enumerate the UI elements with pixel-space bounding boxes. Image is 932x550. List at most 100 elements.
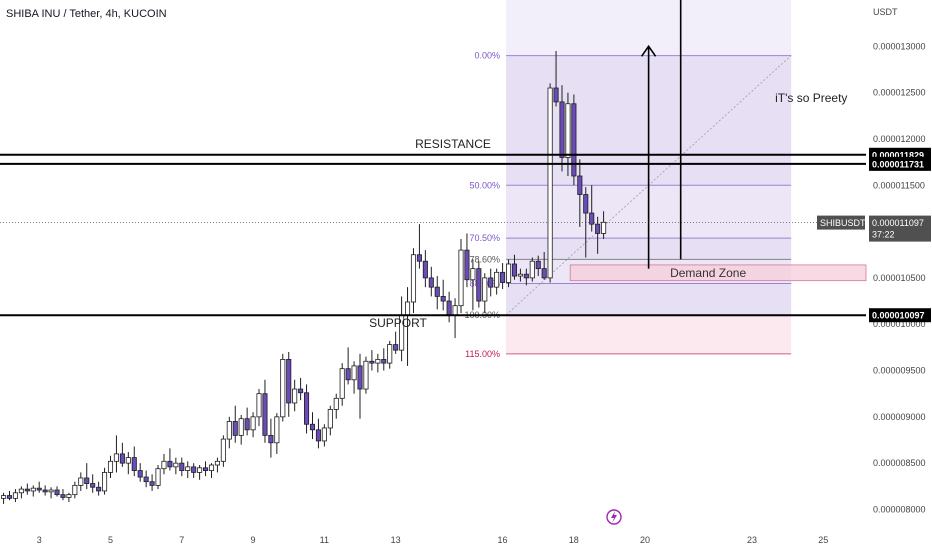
candle [298, 377, 304, 401]
candle-body [464, 249, 470, 281]
candle-body [203, 467, 209, 471]
fib-zone [506, 314, 792, 354]
candle-body [6, 495, 13, 499]
candle [476, 261, 482, 308]
candle-body [113, 453, 119, 462]
candle [505, 259, 512, 288]
level-price-tag-text: 0.000010097 [872, 311, 925, 321]
candle [179, 457, 185, 477]
candle [250, 412, 256, 438]
time-tick-label: 16 [497, 535, 507, 545]
candle [173, 457, 179, 475]
price-tick-label: 0.000009000 [873, 412, 926, 422]
candle [434, 276, 440, 310]
candle-body [523, 273, 529, 279]
candle [309, 412, 316, 440]
candle-body [416, 254, 422, 262]
candle-body [220, 438, 226, 462]
candle-body [48, 489, 54, 493]
candle [357, 353, 363, 419]
candle-body [36, 487, 42, 491]
candle [280, 353, 286, 422]
candle [327, 405, 333, 436]
candle [131, 446, 137, 477]
candle-body [30, 487, 36, 492]
time-tick-label: 9 [251, 535, 256, 545]
demand-zone[interactable]: Demand Zone [569, 264, 867, 282]
candle-body [256, 393, 262, 418]
candle-body [102, 472, 108, 492]
candle-body [422, 260, 428, 279]
arrow-head [640, 44, 657, 57]
candle-body [351, 365, 357, 381]
candle-body [143, 476, 149, 483]
symbol-tag-text: SHIBUSDT [820, 218, 866, 228]
candle [220, 435, 226, 467]
candle-body [375, 359, 381, 364]
candle-body [1, 495, 7, 499]
resistance-label: RESISTANCE [415, 137, 491, 151]
time-tick-label: 11 [320, 535, 329, 545]
last-price-tag [869, 215, 931, 242]
candle [601, 211, 607, 239]
candle [78, 472, 84, 491]
demand-zone-box [569, 264, 867, 282]
horizontal-levels[interactable] [0, 153, 866, 317]
candle [523, 268, 529, 286]
candle-body [191, 466, 197, 473]
level-price-tag [869, 308, 931, 323]
candle [137, 463, 143, 482]
candle-body [292, 388, 298, 404]
candle [595, 216, 601, 254]
candle-body [428, 277, 434, 288]
fibonacci-retracement[interactable]: 0.00%50.00%70.50%78.60%88.00%100.00%115.… [465, 0, 792, 359]
candle [96, 481, 102, 496]
price-tick-label: 0.000010000 [873, 319, 926, 329]
time-tick-label: 20 [640, 535, 650, 545]
candle-body [238, 418, 244, 436]
candle [18, 486, 24, 499]
price-axis[interactable]: USDT 0.000013000 0.000012500 0.000012000 0.0… [817, 7, 931, 514]
candle-body [410, 254, 417, 303]
candle [375, 353, 381, 373]
candle-body [66, 494, 72, 498]
candle-body [559, 101, 565, 158]
candle-body [327, 409, 333, 429]
countdown-text: 37:22 [872, 230, 895, 240]
candle [268, 418, 274, 458]
candle [274, 413, 280, 454]
time-tick-label: 23 [747, 535, 757, 545]
fib-level-label: 70.50% [470, 233, 501, 243]
time-axis[interactable]: 3 5 7 9 11 13 16 18 20 23 25 [37, 535, 829, 545]
candle-body [167, 460, 173, 468]
candle [185, 461, 191, 478]
candle [197, 465, 203, 480]
candle-body [393, 344, 399, 351]
candle [577, 159, 583, 227]
candle-body [149, 481, 155, 486]
candle-body [589, 212, 595, 225]
candle-body [244, 418, 250, 431]
candle-body [601, 221, 607, 234]
price-tick-label: 0.000013000 [873, 41, 926, 51]
candle-body [446, 300, 452, 316]
candle [42, 485, 48, 496]
candle [517, 268, 523, 282]
candle [529, 257, 535, 282]
candle [226, 416, 232, 449]
candle-body [12, 492, 18, 499]
candle-body [232, 421, 238, 436]
candle-body [250, 416, 256, 431]
lightning-icon[interactable] [606, 509, 622, 525]
candle [589, 185, 595, 232]
candle [149, 474, 155, 491]
candle [440, 279, 446, 311]
candle-body [529, 260, 535, 279]
candle-body [268, 434, 274, 444]
candle [565, 92, 571, 176]
arrow-drawings[interactable] [640, 0, 682, 269]
candle [470, 259, 476, 311]
candle-body [595, 223, 601, 234]
candle [488, 268, 494, 297]
